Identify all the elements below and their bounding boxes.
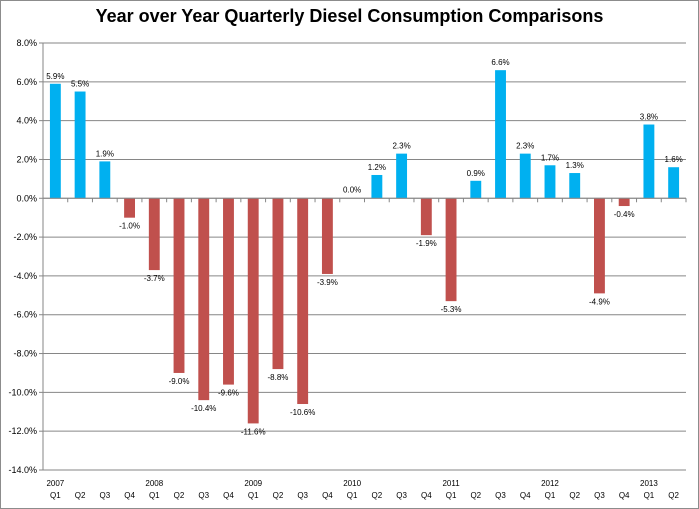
x-quarter-label: Q4 bbox=[124, 491, 135, 500]
x-year-label: 2009 bbox=[244, 479, 262, 488]
y-tick-label: 8.0% bbox=[16, 38, 37, 48]
data-label: -10.6% bbox=[290, 408, 315, 417]
data-label: 5.5% bbox=[71, 80, 89, 89]
x-quarter-label: Q3 bbox=[495, 491, 506, 500]
y-tick-label: -10.0% bbox=[8, 387, 37, 397]
x-quarter-label: Q4 bbox=[619, 491, 630, 500]
x-quarter-label: Q4 bbox=[520, 491, 531, 500]
data-label: -1.0% bbox=[119, 222, 140, 231]
x-quarter-label: Q1 bbox=[644, 491, 655, 500]
bar bbox=[297, 198, 309, 405]
y-tick-label: -2.0% bbox=[13, 232, 37, 242]
y-tick-label: 0.0% bbox=[16, 193, 37, 203]
x-quarter-label: Q3 bbox=[396, 491, 407, 500]
x-quarter-label: Q3 bbox=[99, 491, 110, 500]
data-label: 2.3% bbox=[516, 142, 534, 151]
data-label: -1.9% bbox=[416, 239, 437, 248]
x-quarter-label: Q2 bbox=[470, 491, 481, 500]
bar bbox=[74, 91, 86, 199]
bar bbox=[495, 70, 506, 199]
data-label: 5.9% bbox=[46, 72, 64, 81]
data-label: -3.7% bbox=[144, 274, 165, 283]
x-quarter-label: Q1 bbox=[446, 491, 457, 500]
bar bbox=[49, 83, 61, 199]
data-label: -11.6% bbox=[241, 427, 266, 436]
bar bbox=[371, 174, 383, 199]
bar bbox=[643, 124, 655, 199]
x-quarter-label: Q1 bbox=[149, 491, 160, 500]
chart-title: Year over Year Quarterly Diesel Consumpt… bbox=[95, 6, 604, 26]
bar bbox=[124, 198, 135, 218]
y-tick-label: 6.0% bbox=[16, 77, 37, 87]
data-label: -3.9% bbox=[317, 278, 338, 287]
data-label: -4.9% bbox=[589, 297, 610, 306]
y-tick-label: -6.0% bbox=[13, 310, 37, 320]
x-quarter-label: Q4 bbox=[223, 491, 234, 500]
x-quarter-label: Q2 bbox=[273, 491, 284, 500]
data-label: 1.2% bbox=[368, 163, 386, 172]
data-label: -5.3% bbox=[441, 305, 462, 314]
bar bbox=[223, 198, 234, 385]
x-quarter-label: Q4 bbox=[322, 491, 333, 500]
data-label: -9.0% bbox=[169, 377, 190, 386]
x-quarter-label: Q1 bbox=[50, 491, 61, 500]
bar bbox=[594, 198, 605, 294]
y-tick-label: -14.0% bbox=[8, 465, 37, 475]
bar bbox=[321, 198, 333, 274]
data-label: -9.6% bbox=[218, 389, 239, 398]
y-tick-label: 4.0% bbox=[16, 116, 37, 126]
data-label: -8.8% bbox=[267, 373, 288, 382]
bar bbox=[148, 198, 160, 271]
bar bbox=[445, 198, 457, 302]
bar bbox=[618, 198, 630, 207]
x-quarter-label: Q2 bbox=[372, 491, 383, 500]
bar bbox=[247, 198, 259, 424]
data-label: -0.4% bbox=[614, 210, 635, 219]
x-quarter-label: Q3 bbox=[198, 491, 209, 500]
x-quarter-label: Q2 bbox=[75, 491, 86, 500]
x-year-label: 2010 bbox=[343, 479, 361, 488]
data-label: 6.6% bbox=[491, 58, 509, 67]
y-tick-label: -8.0% bbox=[13, 349, 37, 359]
bar bbox=[198, 198, 210, 401]
data-label: -10.4% bbox=[191, 404, 216, 413]
bar bbox=[544, 165, 556, 199]
data-label: 1.6% bbox=[665, 155, 683, 164]
x-quarter-label: Q1 bbox=[545, 491, 556, 500]
x-quarter-label: Q2 bbox=[668, 491, 679, 500]
x-year-label: 2008 bbox=[145, 479, 163, 488]
data-label: 2.3% bbox=[392, 142, 410, 151]
x-quarter-label: Q1 bbox=[248, 491, 259, 500]
bar bbox=[420, 198, 432, 236]
bar bbox=[99, 161, 111, 199]
x-quarter-label: Q3 bbox=[594, 491, 605, 500]
x-quarter-label: Q4 bbox=[421, 491, 432, 500]
data-label: 0.9% bbox=[467, 169, 485, 178]
y-tick-label: 2.0% bbox=[16, 154, 37, 164]
y-tick-label: -4.0% bbox=[13, 271, 37, 281]
data-label: 1.7% bbox=[541, 153, 559, 162]
bar bbox=[470, 180, 482, 199]
x-quarter-label: Q2 bbox=[569, 491, 580, 500]
x-quarter-label: Q3 bbox=[297, 491, 308, 500]
bar bbox=[519, 153, 531, 199]
data-label: 1.9% bbox=[96, 149, 114, 158]
x-year-label: 2012 bbox=[541, 479, 559, 488]
x-quarter-label: Q2 bbox=[174, 491, 185, 500]
data-label: 1.3% bbox=[566, 161, 584, 170]
bar bbox=[396, 153, 408, 199]
x-quarter-label: Q1 bbox=[347, 491, 358, 500]
data-label: 3.8% bbox=[640, 113, 658, 122]
y-tick-label: -12.0% bbox=[8, 426, 37, 436]
bar bbox=[173, 198, 185, 373]
bar bbox=[272, 198, 284, 370]
x-year-label: 2007 bbox=[46, 479, 64, 488]
x-year-label: 2011 bbox=[442, 479, 460, 488]
bar bbox=[668, 167, 680, 199]
x-year-label: 2013 bbox=[640, 479, 658, 488]
data-label: 0.0% bbox=[343, 185, 361, 194]
bar bbox=[569, 173, 581, 199]
